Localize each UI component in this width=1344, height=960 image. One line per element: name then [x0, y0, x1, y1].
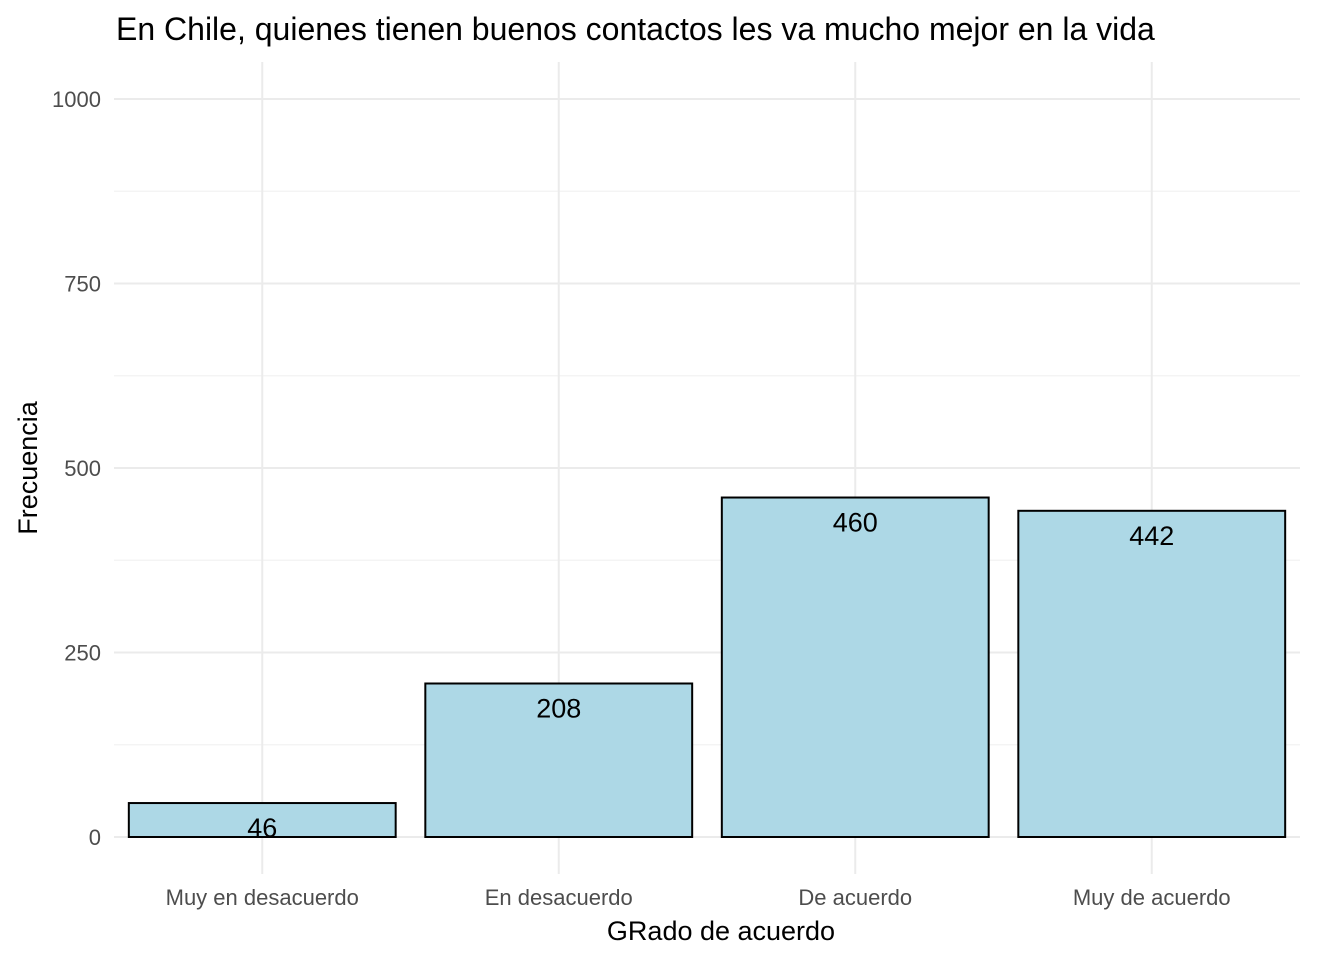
y-axis-ticks: 0 250 500 750 1000 — [52, 87, 101, 850]
x-tick-label: De acuerdo — [798, 885, 912, 910]
x-axis-title: GRado de acuerdo — [607, 916, 835, 946]
bar-value-label: 208 — [536, 693, 581, 723]
bars — [127, 496, 1287, 838]
y-tick-label: 750 — [64, 272, 101, 297]
bar-value-label: 46 — [247, 813, 277, 843]
x-axis-ticks: Muy en desacuerdo En desacuerdo De acuerdo… — [166, 885, 1231, 910]
y-tick-label: 500 — [64, 456, 101, 481]
bar-value-label: 460 — [833, 508, 878, 538]
y-tick-label: 1000 — [52, 87, 101, 112]
bar — [1017, 509, 1287, 838]
y-axis-title: Frecuencia — [13, 400, 43, 535]
x-tick-label: Muy de acuerdo — [1073, 885, 1231, 910]
x-tick-label: En desacuerdo — [485, 885, 633, 910]
chart-title: En Chile, quienes tienen buenos contacto… — [116, 11, 1155, 47]
data-labels: 46 208 460 442 — [247, 508, 1174, 844]
y-tick-label: 250 — [64, 641, 101, 666]
bar — [720, 496, 990, 838]
bar — [424, 682, 694, 838]
y-tick-label: 0 — [89, 825, 101, 850]
bar — [127, 802, 397, 838]
x-tick-label: Muy en desacuerdo — [166, 885, 359, 910]
bar-value-label: 442 — [1129, 521, 1174, 551]
